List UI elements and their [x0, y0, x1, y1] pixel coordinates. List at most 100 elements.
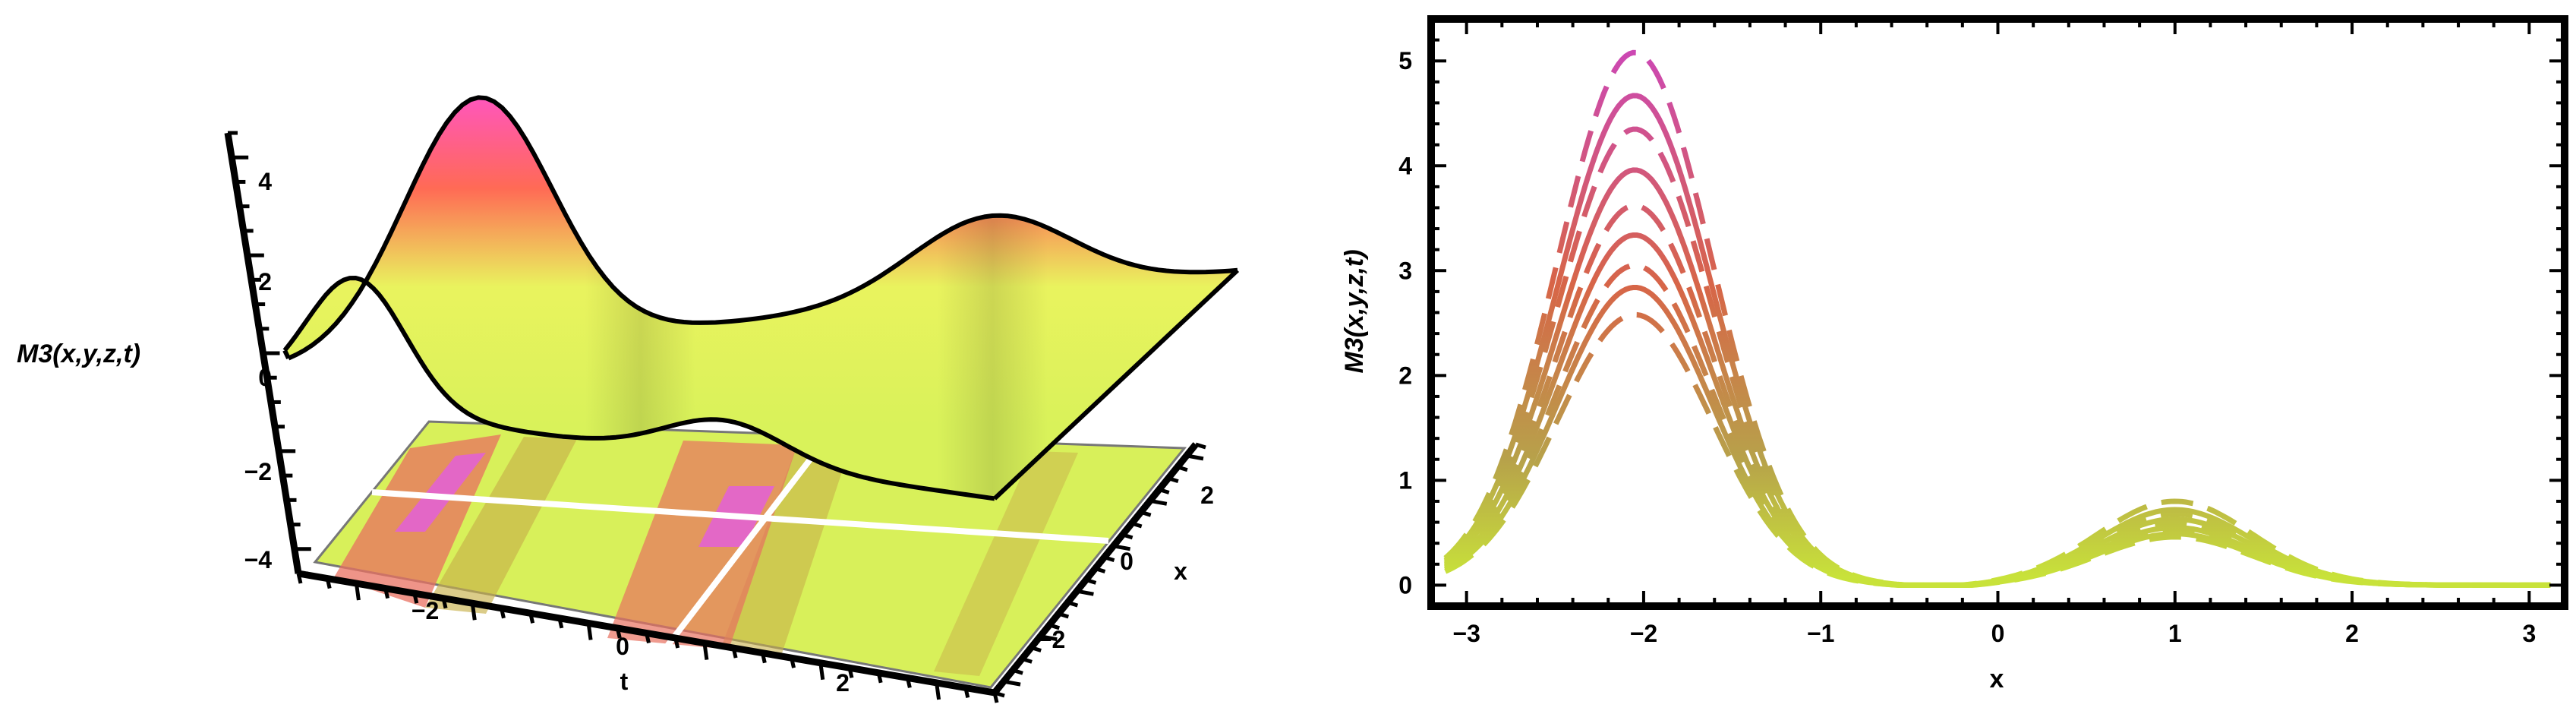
x-ticks [1465, 19, 2531, 606]
t-tick-mark [645, 632, 651, 644]
surface-shade [285, 97, 1238, 499]
floor-grid-line-1 [371, 489, 1109, 544]
t-tick-mark [615, 627, 622, 639]
y-axis-label: M3(x,y,z,t) [1340, 249, 1369, 373]
y-tick-label: 1 [1398, 466, 1412, 494]
x-tick-label: 2 [2345, 620, 2359, 647]
series-group [1443, 49, 2551, 588]
x-tick-mark [1168, 476, 1179, 483]
t-tick-mark [731, 647, 738, 659]
x-tick-label: −3 [1452, 620, 1480, 647]
x-axis-label: x [1990, 665, 2004, 693]
surface-edge-right [992, 268, 1240, 501]
x-tick-label: 0 [1991, 620, 2005, 647]
t-tick-mark [354, 583, 361, 601]
x-axis: 2 0 −2 x [992, 442, 1214, 698]
z-tick-label-4: 4 [258, 168, 272, 195]
surface [282, 95, 1240, 501]
x-tick-mark [1003, 679, 1021, 687]
x-tick-mark [1130, 521, 1143, 529]
z-tick-label-0: 0 [258, 364, 272, 391]
y-ticks [1431, 17, 2565, 587]
series-line-curve-3 [1443, 126, 2551, 588]
x-tick-mark [1021, 657, 1033, 664]
y-tick-label: 5 [1398, 47, 1412, 74]
series-line-curve-7 [1444, 263, 2551, 588]
t-tick-mark [760, 652, 767, 664]
x-tick-mark [1195, 442, 1206, 450]
t-tick-mark [673, 637, 680, 649]
x-tick-mark [1012, 668, 1023, 675]
x-tick-mark [1113, 544, 1131, 551]
t-tick-mark [325, 577, 332, 589]
t-tick-mark [470, 602, 477, 621]
y-tick-label: 0 [1398, 571, 1412, 599]
t-tick-mark [790, 657, 796, 668]
x-tick-label-0: 0 [1120, 548, 1134, 575]
x-tick-mark [1177, 465, 1188, 472]
t-tick-mark [383, 588, 390, 599]
t-tick-mark [441, 598, 448, 609]
x-tick-mark [1048, 623, 1061, 630]
floor-grid-line-2 [650, 444, 823, 667]
t-tick-mark [876, 672, 883, 684]
floor-stripe-1 [425, 437, 577, 614]
x-tick-labels: −3 −2 −1 0 1 2 3 [1452, 620, 2536, 647]
t-tick-mark [935, 682, 941, 700]
t-tick-mark [847, 667, 854, 678]
surface-edge-left [282, 349, 291, 359]
x-tick-label: 1 [2168, 620, 2182, 647]
z-axis: 4 2 0 −2 −4 M3(x,y,z,t) [17, 131, 311, 576]
x-tick-label-neg2: −2 [1038, 626, 1065, 653]
x-tick-label: −2 [1630, 620, 1657, 647]
z-tick-label-2: 2 [258, 268, 272, 295]
t-tick-mark [702, 643, 709, 660]
x-tick-mark [1149, 498, 1168, 506]
x-tick-mark [1094, 567, 1106, 573]
y-tick-labels: 0 1 2 3 4 5 [1398, 47, 1412, 599]
floor-stripe-3 [934, 451, 1078, 676]
x-tick-mark [1058, 611, 1070, 619]
surface-edge-back [287, 95, 1238, 361]
x-tick-mark [1103, 555, 1115, 563]
x-tick-label: −1 [1807, 620, 1834, 647]
y-tick-label: 3 [1398, 257, 1412, 284]
line-chart: −3 −2 −1 0 1 2 3 0 1 2 3 4 5 x M3(x,y,z,… [1340, 15, 2568, 693]
t-tick-mark [963, 687, 970, 699]
t-tick-mark [296, 573, 303, 584]
x-tick-mark [994, 690, 1005, 698]
t-tick-label-0: 0 [616, 633, 629, 660]
x-tick-label: 3 [2522, 620, 2536, 647]
series-line-curve-9 [1444, 311, 2551, 588]
t-tick-label-neg2: −2 [411, 597, 439, 624]
t-tick-mark [586, 623, 593, 640]
series-line-curve-1 [1443, 49, 2551, 588]
t-tick-mark [905, 677, 912, 688]
y-tick-label: 2 [1398, 362, 1412, 389]
x-tick-mark [1067, 600, 1079, 608]
x-tick-mark [1039, 634, 1058, 642]
surface-3d-panel: 4 2 0 −2 −4 M3(x,y,z,t) −2 0 2 t 2 0 −2 … [0, 0, 1253, 710]
surface-3d-chart: 4 2 0 −2 −4 M3(x,y,z,t) −2 0 2 t 2 0 −2 … [17, 95, 1240, 703]
x-tick-mark [1076, 589, 1094, 596]
z-axis-label: M3(x,y,z,t) [17, 340, 140, 368]
t-tick-mark [412, 592, 419, 604]
surface-edge-front [282, 276, 995, 501]
x-tick-mark [1030, 646, 1042, 652]
floor-stripe-2 [721, 445, 850, 653]
x-tick-mark [1186, 453, 1204, 461]
x-axis-label: x [1174, 558, 1187, 585]
x-tick-mark [1121, 532, 1134, 540]
line-plot-panel: −3 −2 −1 0 1 2 3 0 1 2 3 4 5 x M3(x,y,z,… [1321, 0, 2576, 710]
series-line-curve-2 [1443, 93, 2551, 588]
t-tick-label-2: 2 [836, 669, 850, 697]
t-tick-mark [528, 612, 535, 624]
x-tick-mark [1140, 510, 1152, 517]
z-tick-label-neg2: −2 [244, 458, 272, 485]
floor-band-magenta-1 [395, 453, 486, 532]
t-tick-mark [557, 618, 564, 629]
x-tick-label-2: 2 [1200, 482, 1214, 509]
series-line-curve-6 [1443, 232, 2551, 588]
t-tick-mark [818, 662, 825, 681]
x-tick-mark [1085, 577, 1097, 585]
